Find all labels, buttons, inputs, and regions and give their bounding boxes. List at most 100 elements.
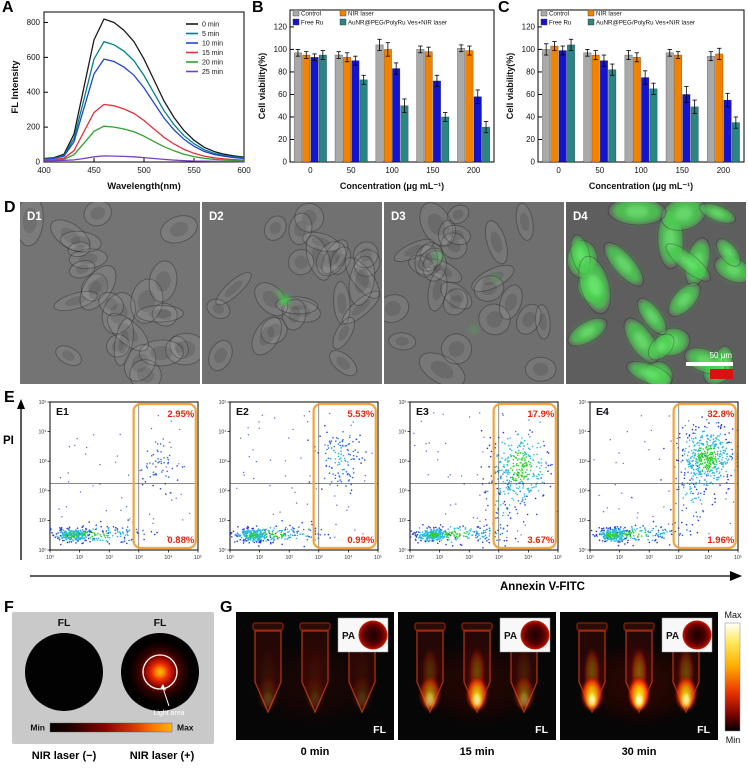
circle-shape	[456, 533, 459, 535]
circle-shape	[330, 481, 333, 483]
circle-shape	[717, 467, 720, 469]
circle-shape	[325, 464, 328, 467]
g-shape	[206, 298, 231, 320]
circle-shape	[114, 461, 117, 463]
circle-shape	[417, 542, 419, 544]
text-shape: FL Intensity	[10, 60, 21, 114]
circle-shape	[495, 511, 497, 514]
circle-shape	[650, 429, 653, 432]
circle-shape	[501, 469, 503, 471]
circle-shape	[515, 478, 517, 480]
circle-shape	[457, 527, 460, 530]
circle-shape	[617, 527, 620, 530]
ellipse-shape	[263, 215, 287, 241]
circle-shape	[527, 433, 530, 436]
circle-shape	[342, 473, 344, 475]
circle-shape	[243, 534, 246, 537]
circle-shape	[292, 527, 294, 530]
text-shape: 20 min	[202, 60, 223, 67]
text-shape: 600	[237, 166, 251, 175]
g-shape	[440, 333, 473, 365]
circle-shape	[726, 459, 729, 462]
text-shape: Concentration (μg mL⁻¹)	[340, 181, 444, 191]
circle-shape	[290, 528, 293, 531]
text-shape: Free Ru	[549, 20, 572, 27]
circle-shape	[255, 533, 258, 535]
circle-shape	[424, 532, 426, 534]
circle-shape	[513, 455, 515, 457]
circle-shape	[67, 535, 69, 537]
circle-shape	[689, 465, 692, 468]
circle-shape	[247, 427, 249, 429]
circle-shape	[344, 445, 347, 447]
circle-shape	[700, 492, 702, 495]
circle-shape	[630, 537, 632, 539]
ellipse-shape	[344, 257, 380, 299]
circle-shape	[289, 524, 291, 527]
circle-shape	[714, 456, 717, 458]
circle-shape	[633, 528, 636, 531]
circle-shape	[701, 434, 703, 437]
circle-shape	[598, 494, 600, 496]
circle-shape	[475, 534, 477, 537]
rect-shape	[302, 54, 311, 163]
circle-shape	[706, 452, 709, 454]
circle-shape	[722, 456, 724, 459]
g-shape	[647, 333, 675, 361]
g-shape	[106, 313, 149, 352]
circle-shape	[534, 497, 537, 500]
ellipse-shape	[286, 300, 308, 311]
ellipse-shape	[60, 227, 81, 245]
circle-shape	[497, 500, 499, 502]
circle-shape	[167, 458, 170, 461]
circle-shape	[605, 531, 608, 534]
circle-shape	[521, 469, 524, 471]
circle-shape	[166, 470, 168, 473]
circle-shape	[87, 530, 90, 532]
ellipse-shape	[520, 212, 530, 232]
circle-shape	[525, 463, 528, 465]
circle-shape	[486, 447, 489, 450]
g-shape	[138, 339, 184, 367]
circle-shape	[167, 462, 169, 465]
circle-shape	[706, 437, 709, 440]
rect-shape	[339, 18, 347, 26]
text-shape: Max	[724, 610, 742, 620]
ellipse-shape	[155, 271, 171, 292]
circle-shape	[326, 431, 328, 434]
g-shape	[578, 255, 612, 315]
ellipse-shape	[414, 244, 439, 278]
ellipse-shape	[341, 290, 381, 325]
circle-shape	[421, 531, 424, 533]
rect-shape	[292, 18, 300, 26]
circle-shape	[697, 492, 700, 494]
circle-shape	[76, 534, 79, 536]
ellipse-shape	[75, 264, 89, 274]
circle-shape	[642, 525, 644, 527]
circle-shape	[520, 620, 550, 650]
circle-shape	[351, 476, 354, 479]
ellipse-shape	[130, 278, 164, 324]
ellipse-shape	[533, 362, 549, 376]
circle-shape	[438, 530, 440, 533]
circle-shape	[234, 541, 236, 543]
rect-shape	[641, 77, 650, 163]
panel-label-e: E	[4, 389, 15, 406]
circle-shape	[684, 450, 686, 453]
circle-shape	[511, 497, 513, 500]
circle-shape	[615, 527, 618, 530]
circle-shape	[516, 475, 518, 477]
circle-shape	[513, 473, 515, 476]
circle-shape	[529, 463, 531, 466]
circle-shape	[701, 453, 703, 456]
text-shape: Min	[30, 723, 45, 733]
circle-shape	[242, 471, 245, 474]
circle-shape	[503, 452, 505, 454]
circle-shape	[272, 537, 274, 540]
ellipse-shape	[723, 246, 734, 259]
circle-shape	[72, 535, 74, 537]
circle-shape	[516, 471, 519, 473]
circle-shape	[127, 519, 129, 521]
circle-shape	[243, 528, 245, 530]
